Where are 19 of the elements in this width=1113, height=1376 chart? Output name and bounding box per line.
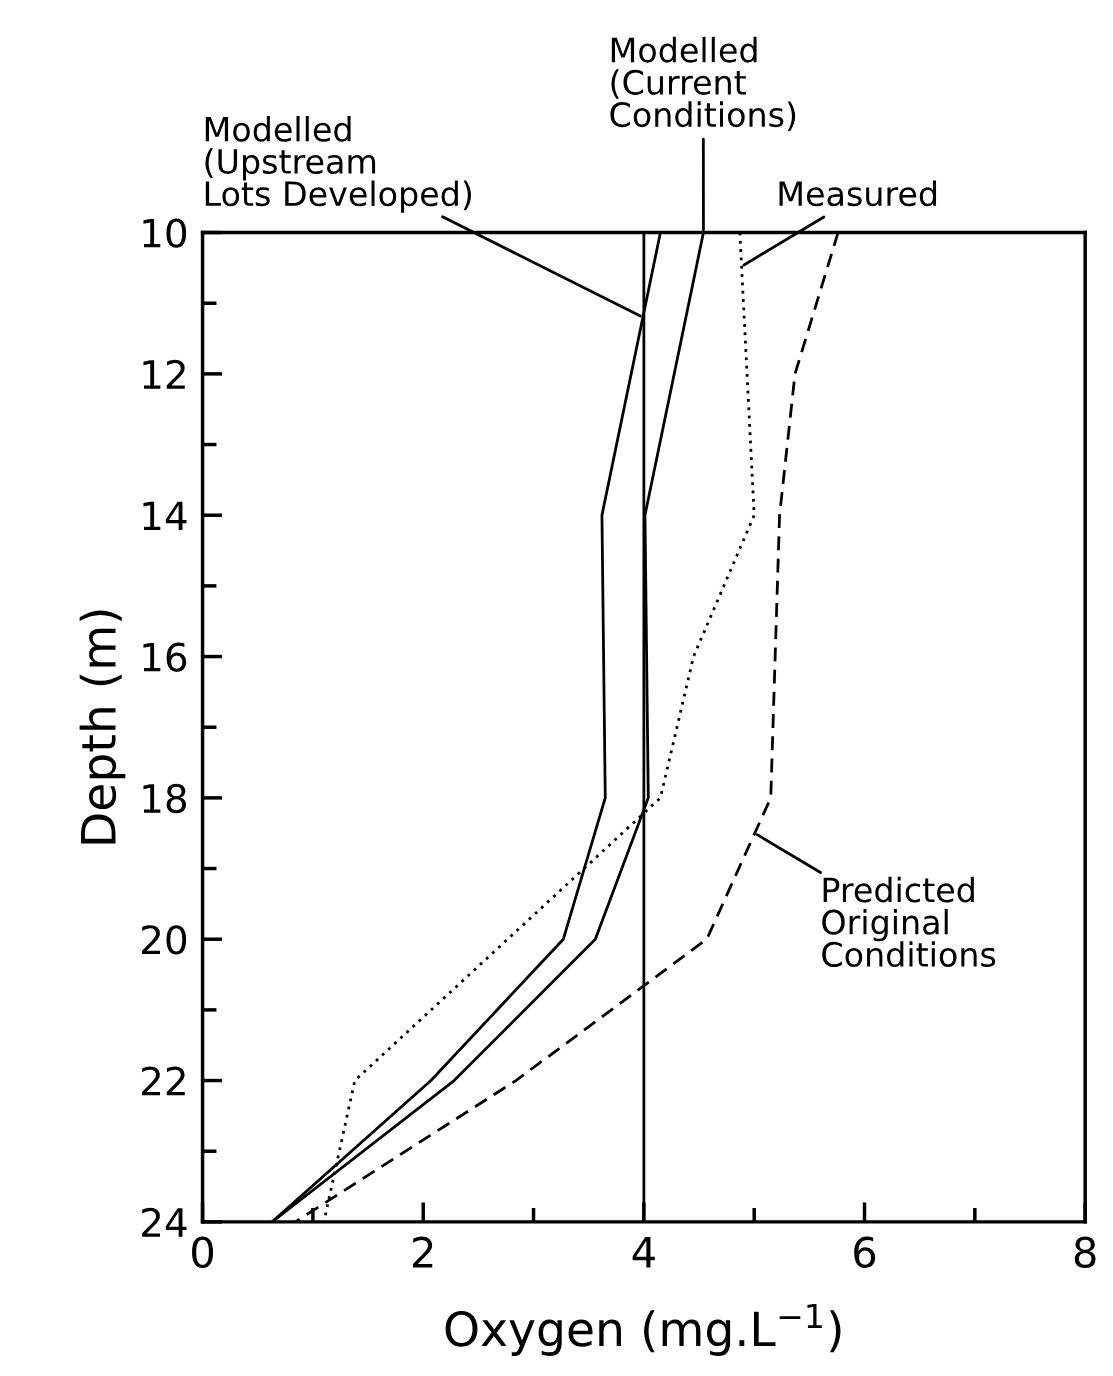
text: Modelled (Current Conditions) xyxy=(610,36,796,132)
x-tick-label: 6 xyxy=(854,1236,876,1269)
y-tick-label: 16 xyxy=(143,642,187,672)
text: Modelled (Upstream Lots Developed) xyxy=(205,115,472,213)
x-tick-label: 8 xyxy=(1074,1236,1096,1269)
y-tick-label: 14 xyxy=(143,501,187,530)
text: Predicted Original Conditions xyxy=(822,876,996,968)
y-tick-label: 10 xyxy=(143,218,187,248)
x-tick-label: 2 xyxy=(413,1236,433,1268)
y-tick-label: 18 xyxy=(143,783,187,814)
x-tick-label: 0 xyxy=(192,1236,214,1269)
y-tick-label: 20 xyxy=(142,925,187,955)
y-tick-label: 22 xyxy=(142,1066,185,1096)
y-tick-label: 12 xyxy=(143,359,185,389)
series-label: Measured xyxy=(779,180,937,207)
y-axis-title: Depth (m) xyxy=(79,610,126,844)
x-tick-label: 4 xyxy=(632,1237,655,1268)
y-tick-label: 24 xyxy=(142,1207,187,1237)
x-axis-title: Oxygen (mg.L$^{−1}$) xyxy=(445,1303,841,1356)
